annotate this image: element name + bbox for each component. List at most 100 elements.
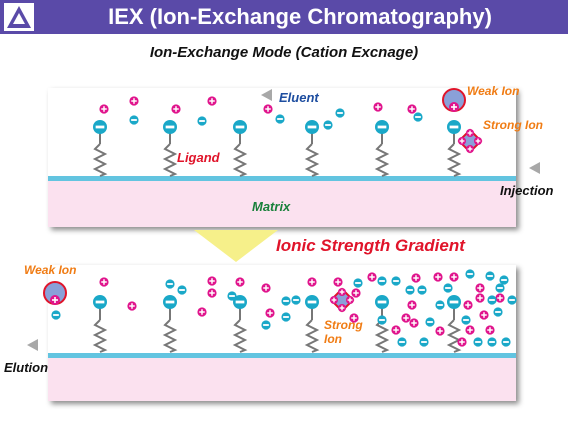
negative-ion-icon [501, 337, 511, 347]
negative-ion-icon [163, 295, 177, 309]
positive-ion-icon [475, 283, 485, 293]
negative-ion-icon [353, 278, 363, 288]
positive-ion-icon [127, 301, 137, 311]
positive-ion-icon [457, 337, 467, 347]
ligand-chain [446, 302, 462, 353]
negative-ion-icon [93, 120, 107, 134]
negative-ion-icon [473, 337, 483, 347]
negative-ion-icon [305, 295, 319, 309]
positive-ion-icon [463, 300, 473, 310]
negative-ion-icon [261, 320, 271, 330]
positive-ion-icon [333, 277, 343, 287]
negative-ion-icon [375, 120, 389, 134]
ligand-chain [232, 302, 248, 353]
positive-ion-icon [367, 272, 377, 282]
strong-ion-icon [457, 128, 483, 154]
negative-ion-icon [165, 279, 175, 289]
strong-ion-label-bottom-line2: Ion [324, 332, 342, 346]
positive-ion-icon [207, 96, 217, 106]
title-banner: IEX (Ion-Exchange Chromatography) [0, 0, 568, 34]
negative-ion-icon [281, 296, 291, 306]
elution-arrow-icon [27, 339, 38, 351]
positive-ion-icon [307, 277, 317, 287]
negative-ion-icon [465, 269, 475, 279]
strong-ion-label-top: Strong Ion [483, 118, 543, 132]
column-panel-top [48, 88, 516, 227]
positive-ion-icon [99, 277, 109, 287]
page-title: IEX (Ion-Exchange Chromatography) [108, 4, 492, 29]
positive-ion-icon [261, 283, 271, 293]
ligand-chain [232, 127, 248, 177]
triangle-logo-icon [7, 6, 31, 28]
negative-ion-icon [377, 315, 387, 325]
ligand-chain [374, 302, 390, 353]
positive-ion-icon [409, 318, 419, 328]
positive-ion-icon [351, 288, 361, 298]
negative-ion-icon [51, 310, 61, 320]
negative-ion-icon [291, 295, 301, 305]
negative-ion-icon [485, 271, 495, 281]
negative-ion-icon [177, 285, 187, 295]
positive-ion-icon [401, 313, 411, 323]
logo-box [4, 3, 34, 31]
positive-ion-icon [407, 300, 417, 310]
negative-ion-icon [227, 291, 237, 301]
matrix-surface-line [48, 176, 516, 181]
weak-ion-icon [442, 88, 466, 112]
ligand-chain [92, 302, 108, 353]
elution-label: Elution [4, 360, 49, 375]
negative-ion-icon [499, 275, 509, 285]
eluent-label: Eluent [279, 90, 319, 105]
negative-ion-icon [493, 307, 503, 317]
weak-ion-label-bottom: Weak Ion [24, 263, 77, 277]
negative-ion-icon [417, 285, 427, 295]
negative-ion-icon [323, 120, 333, 130]
negative-ion-icon [495, 283, 505, 293]
strong-ion-label-bottom-line1: Strong [324, 318, 363, 332]
negative-ion-icon [375, 295, 389, 309]
matrix-band [48, 181, 516, 227]
positive-ion-icon [411, 273, 421, 283]
ligand-chain [92, 127, 108, 177]
matrix-label: Matrix [252, 199, 291, 214]
positive-ion-icon [99, 104, 109, 114]
positive-ion-icon [465, 325, 475, 335]
ligand-chain [162, 302, 178, 353]
positive-ion-icon [391, 325, 401, 335]
ligand-chain [304, 302, 320, 353]
positive-ion-icon [265, 308, 275, 318]
negative-ion-icon [487, 337, 497, 347]
positive-ion-icon [171, 104, 181, 114]
weak-ion-label-top: Weak Ion [467, 84, 520, 98]
negative-ion-icon [413, 112, 423, 122]
matrix-band [48, 358, 516, 401]
positive-ion-icon [475, 293, 485, 303]
negative-ion-icon [391, 276, 401, 286]
negative-ion-icon [335, 108, 345, 118]
negative-ion-icon [461, 315, 471, 325]
negative-ion-icon [129, 115, 139, 125]
ligand-chain [162, 127, 178, 177]
negative-ion-icon [507, 295, 517, 305]
positive-ion-icon [197, 307, 207, 317]
positive-ion-icon [207, 276, 217, 286]
weak-ion-icon [43, 281, 67, 305]
positive-ion-icon [349, 313, 359, 323]
negative-ion-icon [377, 276, 387, 286]
negative-ion-icon [305, 120, 319, 134]
positive-ion-icon [373, 102, 383, 112]
positive-ion-icon [495, 293, 505, 303]
ligand-chain [304, 127, 320, 177]
negative-ion-icon [425, 317, 435, 327]
negative-ion-icon [163, 120, 177, 134]
ligand-label: Ligand [177, 150, 220, 165]
positive-ion-icon [207, 288, 217, 298]
positive-ion-icon [485, 325, 495, 335]
negative-ion-icon [93, 295, 107, 309]
negative-ion-icon [419, 337, 429, 347]
positive-ion-icon [435, 326, 445, 336]
ligand-chain [374, 127, 390, 177]
negative-ion-icon [233, 295, 247, 309]
negative-ion-icon [443, 283, 453, 293]
diagram-subtitle: Ion-Exchange Mode (Cation Excnage) [149, 44, 419, 61]
